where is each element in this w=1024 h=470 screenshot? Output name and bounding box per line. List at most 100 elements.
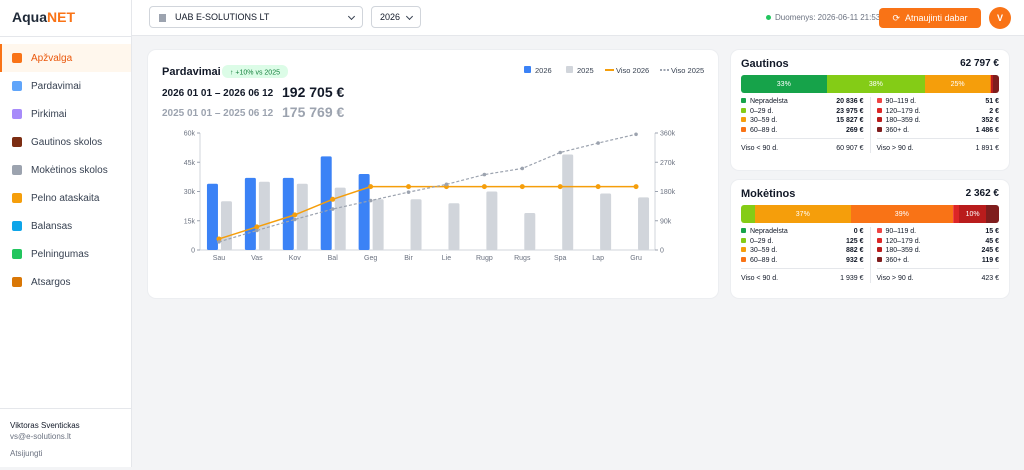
logout[interactable]: Atsijungti [10,448,121,459]
aging-segment: 10% [959,205,986,223]
bucket-dot [877,257,882,262]
nav-icon [12,165,22,175]
bucket: 30–59 d. [741,117,777,124]
segment-label: 37% [796,211,810,218]
bucket: 120–179 d. [877,238,921,245]
bucket-amount: 15 € [985,228,999,235]
point [445,183,449,187]
point [217,240,221,244]
bar [600,193,611,250]
x-tick-label: Kov [289,255,302,262]
line [219,134,636,242]
year-select[interactable]: 2026 [371,6,421,28]
nav-icon [12,53,22,63]
nav-label: Gautinos skolos [31,137,102,148]
x-tick-label: Bal [328,255,339,262]
point [596,141,600,145]
nav-item[interactable]: Apžvalga [0,44,131,72]
subtotal-label: Viso > 90 d. [877,275,914,282]
bar [524,213,535,250]
aging-bar: 33%38%25% [741,75,999,93]
nav-label: Pelno ataskaita [31,193,99,204]
bucket: 0–29 d. [741,108,773,115]
segment-label: 25% [951,81,965,88]
bucket-name: 0–29 d. [750,108,773,115]
user-block: Viktoras Sventickas vs@e-solutions.lt At… [0,408,131,470]
aging-segment [986,205,999,223]
status: Duomenys: 2026-06-11 21:53 [766,13,880,22]
nav-label: Pirkimai [31,109,67,120]
bucket-name: 60–89 d. [750,257,777,264]
subtotal-label: Viso < 90 d. [741,145,778,152]
point [520,184,525,189]
nav-icon [12,109,22,119]
nav-item[interactable]: Pelno ataskaita [0,184,131,212]
x-tick-label: Bir [404,255,413,262]
bucket-dot [877,117,882,122]
point [520,167,524,171]
legend-label: 2025 [577,66,594,75]
point [558,184,563,189]
nav-item[interactable]: Gautinos skolos [0,128,131,156]
legend-swatch [524,66,531,73]
x-tick-label: Geg [364,255,377,262]
bucket-name: Nepradelsta [750,228,788,235]
nav-item[interactable]: Pelningumas [0,240,131,268]
bucket-name: 360+ d. [886,127,910,134]
tick-label: 30k [184,189,196,196]
nav-item[interactable]: Pirkimai [0,100,131,128]
period-total: 192 705 € [282,84,344,100]
bucket-dot [741,98,746,103]
bar [486,192,497,251]
user-name: Viktoras Sventickas [10,420,121,431]
nav-item[interactable]: Atsargos [0,268,131,296]
bucket-amount: 245 € [981,247,999,254]
avatar[interactable]: V [989,7,1011,29]
point [255,229,259,233]
aging-row: 30–59 d. 882 € [741,246,864,256]
bucket-name: Nepradelsta [750,98,788,105]
aging-segment: 37% [755,205,851,223]
bucket-dot [877,98,882,103]
aging-column: 90–119 d.15 €120–179 d.45 €180–359 d.245… [871,227,1000,283]
point [330,197,335,202]
refresh-button[interactable]: ⟳Atnaujinti dabar [879,8,981,28]
subtotal-value: 60 907 € [836,145,863,152]
aging-row: 180–359 d.245 € [877,246,1000,256]
bucket: 0–29 d. [741,238,773,245]
bar [359,174,370,250]
point [254,224,259,229]
logo[interactable]: AquaNET [12,9,75,25]
nav-icon [12,81,22,91]
point [634,184,639,189]
point [596,184,601,189]
aging-column: 90–119 d.51 €120–179 d.2 €180–359 d.352 … [871,97,1000,153]
nav-item[interactable]: Pardavimai [0,72,131,100]
point [406,184,411,189]
bucket-amount: 119 € [982,257,999,264]
legend-label: 2026 [535,66,552,75]
period-range: 2026 01 01 – 2026 06 12 [162,88,274,99]
bucket-dot [741,108,746,113]
bucket-dot [741,117,746,122]
company-select[interactable]: UAB E-SOLUTIONS LT [149,6,363,28]
bucket: 30–59 d. [741,247,777,254]
nav-item[interactable]: Mokėtinos skolos [0,156,131,184]
aging-row: 180–359 d.352 € [877,116,1000,126]
tick-label: 180k [660,189,676,196]
bucket: 60–89 d. [741,127,777,134]
nav-item[interactable]: Balansas [0,212,131,240]
point [482,184,487,189]
aging-row: 360+ d.1 486 € [877,126,1000,136]
subtotal-label: Viso > 90 d. [877,145,914,152]
subtotal-row: Viso < 90 d.1 939 € [741,268,864,283]
card-title: Mokėtinos [741,188,795,200]
bar [411,199,422,250]
bucket-amount: 882 € [846,247,864,254]
